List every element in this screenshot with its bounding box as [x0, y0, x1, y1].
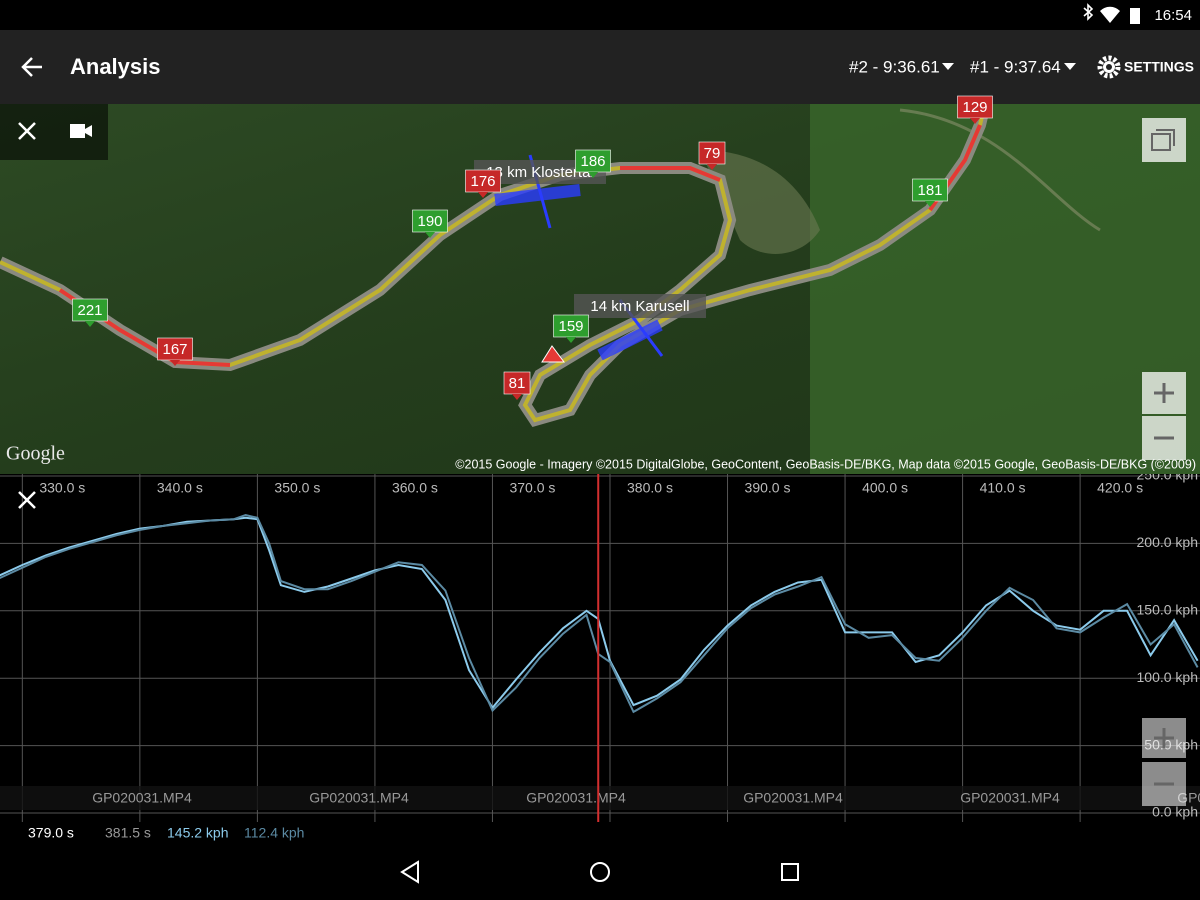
marker-label: 181: [917, 182, 942, 199]
marker-label: 167: [162, 341, 187, 358]
x-tick-label: 350.0 s: [274, 480, 320, 496]
braking-zone: [620, 166, 721, 182]
nav-home[interactable]: [590, 862, 610, 882]
car-position: [541, 345, 565, 363]
clock: 16:54: [1154, 7, 1192, 24]
status-bar: [0, 0, 1200, 30]
back-button[interactable]: [21, 57, 42, 77]
marker-label: 81: [509, 375, 526, 392]
dropdown-arrow: [942, 63, 954, 70]
marker-pointer: [707, 164, 717, 170]
nav-back[interactable]: [400, 860, 419, 884]
speed-marker: 221: [72, 298, 108, 327]
x-tick-label: 410.0 s: [980, 480, 1026, 496]
satellite-imagery: [810, 104, 1200, 474]
x-tick-label: 330.0 s: [39, 480, 85, 496]
video-segment: GP020031.MP4: [309, 790, 409, 806]
layers-button[interactable]: [1142, 118, 1186, 162]
wifi-icon: [1100, 6, 1120, 23]
speed-readout: 112.4 kph: [244, 825, 304, 841]
dropdown-arrow: [1064, 63, 1076, 70]
speed-marker: 159: [553, 314, 589, 343]
cursor-time: 379.0 s: [28, 825, 74, 841]
close-chart-button[interactable]: [18, 491, 36, 509]
speed-marker: 79: [698, 141, 726, 170]
x-tick-label: 340.0 s: [157, 480, 203, 496]
x-tick-label: 420.0 s: [1097, 480, 1143, 496]
nav-recents[interactable]: [781, 863, 799, 881]
video-segment: GP020031.MP4: [743, 790, 843, 806]
marker-label: 190: [417, 213, 442, 230]
screen-title: Analysis: [70, 54, 161, 79]
clearing: [700, 150, 820, 254]
marker-label: 221: [77, 302, 102, 319]
section-marker: [494, 184, 581, 206]
marker-pointer: [512, 394, 522, 400]
settings-button[interactable]: SETTINGS: [1124, 59, 1194, 75]
marker-pointer: [478, 192, 488, 198]
battery-icon: [1130, 8, 1140, 24]
marker-pointer: [588, 172, 598, 178]
marker-label: 186: [580, 153, 605, 170]
settings-icon[interactable]: [1097, 55, 1121, 79]
marker-pointer: [425, 232, 435, 238]
plus-icon: [1154, 383, 1174, 403]
section-marker: [597, 319, 663, 361]
app-bar: [0, 30, 1200, 104]
marker-pointer: [925, 201, 935, 207]
video-button[interactable]: [70, 124, 92, 138]
chart-area[interactable]: [0, 474, 1200, 822]
path: [899, 108, 1101, 232]
y-tick-label: 200.0 kph: [1137, 534, 1199, 550]
y-tick-label: 250.0 kph: [1137, 467, 1199, 483]
x-tick-label: 360.0 s: [392, 480, 438, 496]
map[interactable]: Google ©2015 Google - Imagery ©2015 Digi…: [0, 95, 1200, 474]
y-tick-label: 100.0 kph: [1137, 669, 1199, 685]
y-tick-label: 150.0 kph: [1137, 602, 1199, 618]
layers-icon: [1151, 129, 1175, 151]
lap-selector[interactable]: #1 - 9:37.64: [970, 57, 1061, 76]
marker-label: 176: [470, 173, 495, 190]
speed-marker: 81: [503, 371, 531, 400]
lap-selector[interactable]: #2 - 9:36.61: [849, 57, 940, 76]
plus-icon: [1154, 728, 1174, 748]
close-map-button[interactable]: [18, 122, 36, 140]
marker-label: 129: [962, 99, 987, 116]
marker-label: 79: [704, 145, 721, 162]
x-tick-label: 380.0 s: [627, 480, 673, 496]
section-label-bg: [574, 294, 706, 318]
speed-marker: 129: [957, 95, 993, 124]
marker-label: 159: [558, 318, 583, 335]
map-attribution: ©2015 Google - Imagery ©2015 DigitalGlob…: [455, 457, 1196, 471]
video-segment: GP020031.MP4: [960, 790, 1060, 806]
speed-marker: 186: [575, 149, 611, 178]
marker-pointer: [970, 118, 980, 124]
video-segment: GP020031.MP4: [526, 790, 626, 806]
video-strip: [0, 786, 1200, 810]
speed-readout: 145.2 kph: [167, 825, 229, 841]
marker-pointer: [170, 360, 180, 366]
speed-marker: 181: [912, 178, 948, 207]
x-tick-label: 390.0 s: [745, 480, 791, 496]
y-tick-label: 0.0 kph: [1152, 804, 1198, 820]
speed-chart: GP020031.MP4 GP020031.MP4 GP020031.MP4 GP02…: [0, 467, 1200, 822]
x-tick-label: 400.0 s: [862, 480, 908, 496]
marker-pointer: [566, 337, 576, 343]
speed-marker: 167: [157, 337, 193, 366]
speed-marker: 190: [412, 209, 448, 238]
x-tick-label: 370.0 s: [509, 480, 555, 496]
compare-time: 381.5 s: [105, 825, 151, 841]
speed-marker: 176: [465, 169, 501, 198]
section-label: 13 km Klostertal: [486, 164, 594, 181]
map-logo: Google: [6, 443, 65, 465]
video-segment: GP020031.MP4: [92, 790, 192, 806]
speed-line: [0, 514, 1199, 714]
bluetooth-icon: [1083, 3, 1094, 21]
section-label: 14 km Karusell: [590, 298, 689, 315]
marker-pointer: [85, 321, 95, 327]
